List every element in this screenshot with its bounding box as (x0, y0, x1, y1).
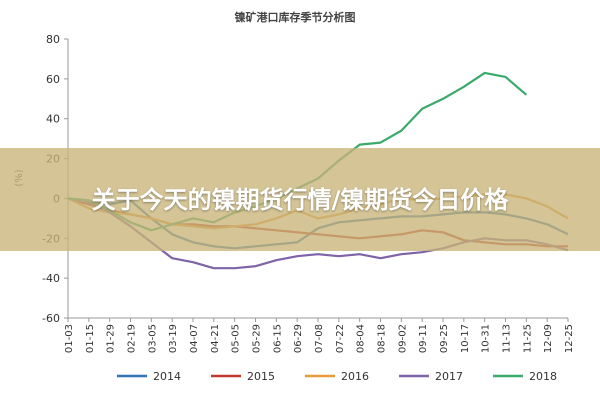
legend: 2014 2015 2016 2017 2018 (117, 370, 557, 383)
x-tick-label: 08-04 (356, 324, 367, 353)
x-tick-label: 06-29 (293, 324, 304, 353)
legend-label: 2018 (529, 370, 557, 383)
y-tick-label: 80 (46, 33, 60, 46)
x-tick-label: 10-17 (460, 324, 471, 353)
x-tick-label: 06-15 (272, 324, 283, 353)
x-tick-label: 04-07 (189, 324, 200, 353)
legend-label: 2016 (341, 370, 369, 383)
x-tick-label: 10-31 (481, 324, 492, 353)
x-tick-label: 08-18 (377, 324, 388, 353)
legend-label: 2017 (435, 370, 463, 383)
x-tick-label: 11-25 (522, 324, 533, 353)
x-tick-label: 05-29 (252, 324, 263, 353)
x-tick-label: 05-05 (231, 324, 242, 353)
x-tick-label: 02-19 (127, 324, 138, 353)
x-tick-label: 01-29 (106, 324, 117, 353)
x-tick-label: 03-05 (147, 324, 158, 353)
y-tick-label: -60 (42, 312, 60, 325)
x-tick-label: 04-21 (210, 324, 221, 353)
x-tick-label: 03-19 (168, 324, 179, 353)
x-tick-label: 01-15 (85, 324, 96, 353)
x-tick-label: 12-09 (543, 324, 554, 353)
banner-text: 关于今天的镍期货行情/镍期货今日价格 (91, 185, 509, 214)
legend-label: 2015 (247, 370, 275, 383)
chart-title: 镍矿港口库存季节分析图 (235, 10, 356, 24)
y-tick-label: 60 (46, 73, 60, 86)
legend-label: 2014 (153, 370, 181, 383)
x-tick-label: 01-03 (64, 324, 75, 353)
y-tick-label: 40 (46, 113, 60, 126)
x-tick-label: 07-22 (335, 324, 346, 353)
overlay-banner: 关于今天的镍期货行情/镍期货今日价格 (0, 148, 600, 251)
x-tick-label: 11-13 (502, 324, 513, 353)
x-tick-label: 07-08 (314, 324, 325, 353)
x-tick-label: 12-25 (564, 324, 575, 353)
x-tick-label: 09-02 (397, 324, 408, 353)
y-tick-label: -40 (42, 272, 60, 285)
x-tick-label: 09-11 (418, 324, 429, 353)
x-tick-label: 09-25 (439, 324, 450, 353)
